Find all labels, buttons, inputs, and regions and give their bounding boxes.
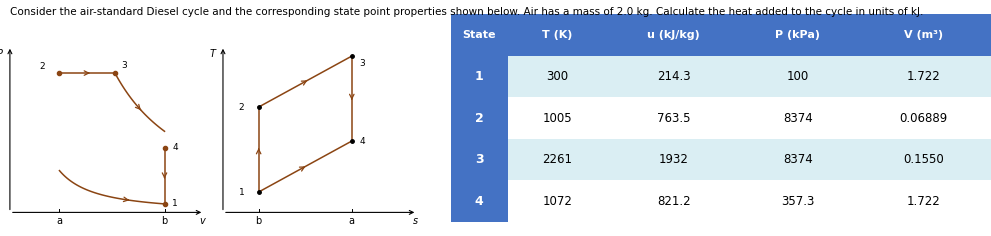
Text: a: a	[349, 216, 355, 226]
Bar	[740, 56, 856, 97]
Text: 1.722: 1.722	[907, 194, 940, 208]
Text: b: b	[256, 216, 262, 226]
Text: 8374: 8374	[783, 111, 813, 125]
Bar	[740, 139, 856, 180]
Bar	[507, 139, 607, 180]
Text: 4: 4	[360, 137, 366, 146]
Bar	[507, 180, 607, 222]
Text: b: b	[162, 216, 167, 226]
Text: 1072: 1072	[543, 194, 573, 208]
Bar	[740, 97, 856, 139]
Bar	[451, 56, 507, 97]
Bar	[740, 14, 856, 56]
Text: 1: 1	[172, 199, 178, 208]
Bar	[607, 97, 740, 139]
Text: P (kPa): P (kPa)	[775, 30, 821, 40]
Text: P: P	[0, 49, 3, 59]
Text: 0.1550: 0.1550	[903, 153, 943, 166]
Text: 1005: 1005	[543, 111, 573, 125]
Text: 763.5: 763.5	[657, 111, 691, 125]
Text: 0.06889: 0.06889	[900, 111, 947, 125]
Text: 1: 1	[239, 188, 245, 197]
Bar	[507, 14, 607, 56]
Bar	[507, 56, 607, 97]
Bar	[856, 56, 991, 97]
Text: 300: 300	[546, 70, 569, 83]
Text: u (kJ/kg): u (kJ/kg)	[647, 30, 700, 40]
Text: State: State	[463, 30, 496, 40]
Bar	[607, 56, 740, 97]
Text: 1.722: 1.722	[907, 70, 940, 83]
Text: s: s	[412, 216, 418, 226]
Bar	[451, 14, 507, 56]
Text: T: T	[210, 49, 216, 59]
Text: 2: 2	[475, 111, 484, 125]
Text: 821.2: 821.2	[657, 194, 691, 208]
Text: 4: 4	[475, 194, 484, 208]
Text: 2: 2	[40, 62, 46, 71]
Text: 1: 1	[475, 70, 484, 83]
Bar	[856, 14, 991, 56]
Text: T (K): T (K)	[542, 30, 573, 40]
Bar	[607, 139, 740, 180]
Bar	[451, 139, 507, 180]
Text: a: a	[56, 216, 62, 226]
Bar	[856, 139, 991, 180]
Text: 8374: 8374	[783, 153, 813, 166]
Text: 2261: 2261	[543, 153, 573, 166]
Bar	[856, 97, 991, 139]
Text: 3: 3	[360, 59, 366, 68]
Bar	[856, 180, 991, 222]
Bar	[607, 14, 740, 56]
Text: 1932: 1932	[659, 153, 689, 166]
Text: 214.3: 214.3	[657, 70, 691, 83]
Text: V (m³): V (m³)	[904, 30, 943, 40]
Text: 100: 100	[787, 70, 809, 83]
Text: v: v	[199, 216, 205, 226]
Bar	[451, 180, 507, 222]
Text: 2: 2	[239, 103, 245, 112]
Text: Consider the air-standard Diesel cycle and the corresponding state point propert: Consider the air-standard Diesel cycle a…	[10, 7, 924, 17]
Text: 3: 3	[121, 61, 127, 70]
Text: 4: 4	[172, 143, 178, 152]
Bar	[451, 97, 507, 139]
Bar	[607, 180, 740, 222]
Text: 3: 3	[475, 153, 484, 166]
Bar	[507, 97, 607, 139]
Text: 357.3: 357.3	[781, 194, 815, 208]
Bar	[740, 180, 856, 222]
